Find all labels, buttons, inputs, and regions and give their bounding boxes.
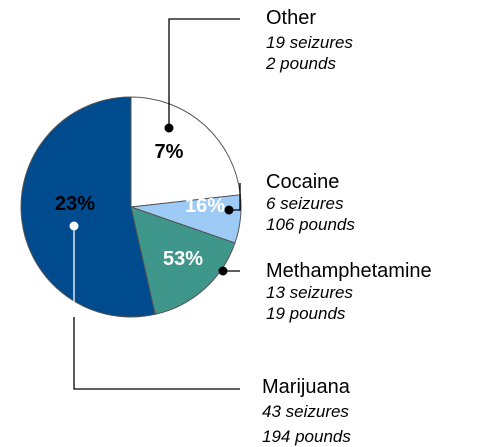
callout-cocaine-seizures: 6 seizures [266,194,344,213]
callout-cocaine-pounds: 106 pounds [266,215,355,234]
leader-dot-marijuana [69,221,79,231]
callout-methamphetamine-seizures: 13 seizures [266,283,353,302]
callout-other-pounds: 2 pounds [266,54,336,73]
leader-dot-methamphetamine [218,266,228,276]
callout-other-seizures: 19 seizures [266,33,353,52]
leader-dot-other [164,123,174,133]
slice-label-other: 23% [55,193,95,215]
pie-slice-marijuana [20,96,156,318]
callout-marijuana-pounds: 194 pounds [262,427,351,446]
callout-marijuana-seizures: 43 seizures [262,402,349,421]
leader-line-other [168,18,240,128]
leader-line-marijuana-outer [73,317,240,390]
pie-slice-methamphetamine [130,206,236,315]
pie-slice-other [130,96,241,208]
callout-methamphetamine-pounds: 19 pounds [266,304,346,323]
callout-marijuana-name: Marijuana [262,376,350,398]
callout-methamphetamine-name: Methamphetamine [266,260,432,282]
callout-other-name: Other [266,7,317,29]
slice-label-cocaine: 7% [155,141,184,163]
slice-label-marijuana: 53% [163,248,203,270]
slice-label-methamphetamine: 16% [185,195,225,217]
callout-cocaine-name: Cocaine [266,171,340,193]
leader-dot-cocaine [224,205,234,215]
